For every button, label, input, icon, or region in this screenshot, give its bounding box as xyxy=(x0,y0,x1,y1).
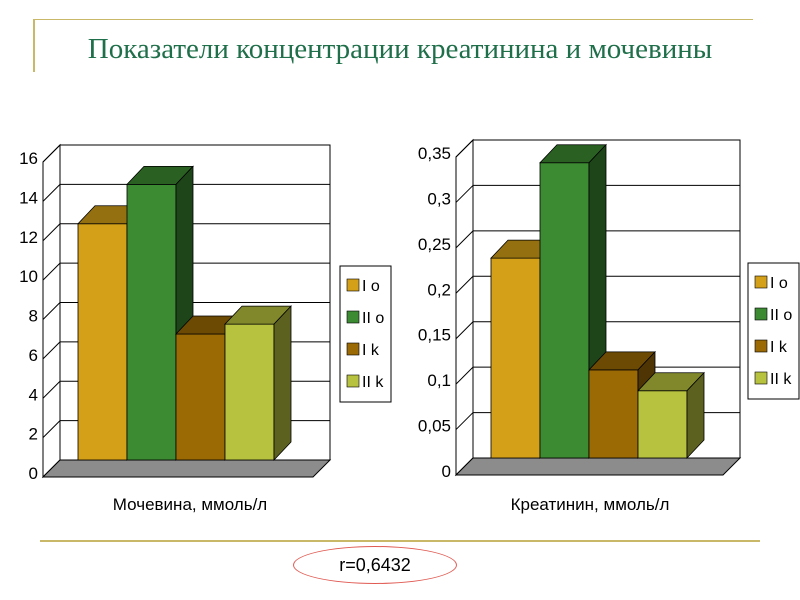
y-tick-label: 0,3 xyxy=(427,189,451,208)
gridline-side xyxy=(42,262,61,281)
gridline-side xyxy=(42,223,61,242)
correlation-ellipse xyxy=(293,546,457,584)
legend-swatch xyxy=(754,275,768,289)
gridline-side xyxy=(455,366,474,385)
decor-line-bottom xyxy=(40,540,760,542)
bar-II-k xyxy=(637,371,705,460)
y-tick-label: 6 xyxy=(29,346,38,365)
legend-swatch xyxy=(346,310,360,324)
y-tick-label: 14 xyxy=(19,188,38,207)
gridline-side xyxy=(42,184,61,202)
legend-swatch xyxy=(346,374,360,388)
y-tick-label: 0,2 xyxy=(427,280,451,299)
legend-swatch xyxy=(346,342,360,356)
y-tick-label: 4 xyxy=(29,385,38,404)
gridline-side xyxy=(455,230,474,249)
gridline-side xyxy=(42,380,61,399)
legend-swatch xyxy=(754,307,768,321)
y-tick-label: 0 xyxy=(442,462,451,481)
legend: I o II o I k II k xyxy=(747,262,800,400)
y-tick-label: 0,35 xyxy=(418,144,451,163)
y-tick-label: 0,15 xyxy=(418,326,451,345)
chart-1: 0 2 4 6 8 10 12 14 16 I o II o I k II k Мочевина, ммо… xyxy=(19,143,392,514)
page-title: Показатели концентрации креатинина и моч… xyxy=(87,33,713,65)
bar-front xyxy=(77,223,128,461)
decor-line-top xyxy=(35,19,753,20)
gridline-side xyxy=(42,341,61,360)
y-tick-label: 16 xyxy=(19,149,38,168)
legend-swatch xyxy=(754,371,768,385)
bar-front xyxy=(224,323,275,461)
bar-front xyxy=(588,369,639,459)
y-tick-label: 0 xyxy=(29,464,38,483)
y-tick-label: 0,1 xyxy=(427,371,451,390)
legend-label: I k xyxy=(770,339,788,356)
chart-2: 0 0,05 0,1 0,15 0,2 0,25 0,3 0,35 I o II o I k II k… xyxy=(418,138,800,514)
bar-front xyxy=(539,162,590,459)
y-tick-label: 0,05 xyxy=(418,417,451,436)
bar-front xyxy=(490,257,541,459)
plot-floor xyxy=(454,457,742,476)
bar-II-k xyxy=(224,305,292,462)
y-tick-label: 8 xyxy=(29,307,38,326)
gridline-side xyxy=(455,321,474,340)
x-axis-label: Креатинин, ммоль/л xyxy=(511,495,670,514)
y-tick-label: 0,25 xyxy=(418,235,451,254)
plot-floor xyxy=(41,459,332,478)
legend-label: II k xyxy=(362,374,384,391)
legend-label: I o xyxy=(362,278,380,295)
legend-label: II o xyxy=(770,307,792,324)
y-tick-label: 12 xyxy=(19,228,38,247)
gridline-side xyxy=(42,420,61,438)
legend-label: I o xyxy=(770,275,788,292)
y-tick-label: 10 xyxy=(19,267,38,286)
y-tick-label: 2 xyxy=(29,425,38,444)
bar-front xyxy=(637,390,688,459)
legend-swatch xyxy=(346,278,360,292)
legend-label: II o xyxy=(362,310,384,327)
bar-side xyxy=(273,305,292,462)
legend-label: II k xyxy=(770,371,792,388)
bar-side xyxy=(686,371,705,460)
plot-side-wall xyxy=(455,138,474,477)
bar-front xyxy=(126,183,177,461)
gridline-side xyxy=(42,302,61,320)
legend-swatch xyxy=(754,339,768,353)
gridline-side xyxy=(455,412,474,430)
gridline-side xyxy=(455,275,474,294)
bar-front xyxy=(175,333,226,461)
legend: I o II o I k II k xyxy=(339,265,392,403)
legend-label: I k xyxy=(362,342,380,359)
decor-line-side xyxy=(33,19,35,72)
gridline-side xyxy=(455,185,474,203)
bar-II-o xyxy=(126,165,194,462)
x-axis-label: Мочевина, ммоль/л xyxy=(113,495,267,514)
correlation-value: r=0,6432 xyxy=(339,555,411,575)
